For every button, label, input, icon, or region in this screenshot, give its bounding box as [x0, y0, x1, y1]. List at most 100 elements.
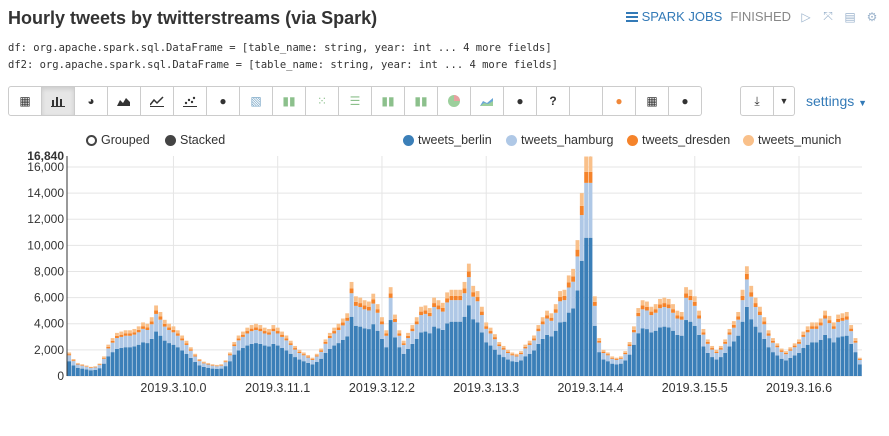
bar-berlin[interactable]: [340, 339, 345, 376]
bar-dresden[interactable]: [658, 304, 662, 309]
bar-hamburg[interactable]: [388, 297, 393, 321]
bar-dresden[interactable]: [297, 351, 302, 354]
bar-hamburg[interactable]: [705, 343, 710, 353]
bar-dresden[interactable]: [128, 333, 132, 336]
bar-dresden[interactable]: [158, 316, 163, 320]
bar-berlin[interactable]: [367, 329, 371, 376]
bar-munich[interactable]: [345, 313, 350, 318]
bar-munich[interactable]: [423, 305, 428, 311]
bar-berlin[interactable]: [566, 312, 571, 376]
bar-berlin[interactable]: [171, 344, 176, 376]
bar-munich[interactable]: [145, 323, 150, 328]
bar-dresden[interactable]: [106, 346, 111, 349]
bar-berlin[interactable]: [775, 355, 780, 376]
bar-hamburg[interactable]: [106, 348, 111, 357]
bar-dresden[interactable]: [332, 331, 337, 334]
bar-dresden[interactable]: [727, 332, 732, 335]
bar-berlin[interactable]: [723, 352, 728, 376]
bar-dresden[interactable]: [484, 326, 489, 329]
bar-munich[interactable]: [827, 315, 832, 321]
bar-hamburg[interactable]: [128, 335, 132, 348]
bar-dresden[interactable]: [275, 331, 280, 334]
bar-berlin[interactable]: [519, 360, 523, 376]
bar-hamburg[interactable]: [71, 361, 76, 366]
bar-hamburg[interactable]: [810, 328, 814, 343]
bar-dresden[interactable]: [267, 332, 271, 335]
bar-hamburg[interactable]: [558, 301, 562, 323]
bar-hamburg[interactable]: [632, 332, 636, 345]
bar-hamburg[interactable]: [136, 332, 141, 345]
bar-berlin[interactable]: [792, 355, 797, 376]
bar-dresden[interactable]: [479, 311, 484, 316]
bar-dresden[interactable]: [397, 333, 402, 336]
bar-dresden[interactable]: [201, 362, 206, 364]
bar-berlin[interactable]: [684, 320, 688, 376]
bar-berlin[interactable]: [727, 346, 732, 376]
bar-berlin[interactable]: [623, 360, 628, 376]
blank-button[interactable]: [570, 86, 603, 116]
bar-berlin[interactable]: [536, 343, 541, 376]
bar-dresden[interactable]: [445, 298, 450, 303]
legend-item-berlin[interactable]: tweets_berlin: [403, 133, 492, 147]
bar-munich[interactable]: [684, 287, 688, 294]
bar-berlin[interactable]: [401, 353, 406, 376]
bar-dresden[interactable]: [688, 295, 693, 301]
bar-berlin[interactable]: [75, 367, 80, 376]
bar-dresden[interactable]: [588, 171, 593, 183]
bar-hamburg[interactable]: [479, 315, 484, 333]
bar-hamburg[interactable]: [453, 300, 458, 322]
bar-dresden[interactable]: [475, 297, 480, 302]
bar-hamburg[interactable]: [184, 344, 189, 354]
bar-hamburg[interactable]: [592, 305, 597, 326]
bar-hamburg[interactable]: [88, 367, 93, 371]
bar-hamburg[interactable]: [718, 349, 723, 358]
bar-hamburg[interactable]: [519, 354, 523, 361]
bar-dresden[interactable]: [840, 317, 845, 321]
bar-dresden[interactable]: [562, 295, 567, 301]
bar-hamburg[interactable]: [549, 320, 554, 337]
bar-dresden[interactable]: [458, 295, 463, 301]
bar-hamburg[interactable]: [692, 305, 697, 326]
bar-dresden[interactable]: [766, 333, 771, 336]
bar-dresden[interactable]: [779, 350, 784, 352]
bar-hamburg[interactable]: [345, 320, 350, 337]
bar-berlin[interactable]: [249, 343, 254, 376]
bar-berlin[interactable]: [180, 350, 185, 376]
bar-munich[interactable]: [753, 297, 758, 304]
bar-berlin[interactable]: [141, 342, 145, 376]
bar-berlin[interactable]: [784, 360, 788, 376]
globe-button[interactable]: ●: [207, 86, 240, 116]
bar-berlin[interactable]: [592, 325, 597, 376]
bar-dresden[interactable]: [636, 312, 641, 317]
bar-hamburg[interactable]: [836, 321, 841, 338]
bar-hamburg[interactable]: [80, 365, 85, 369]
bar-hamburg[interactable]: [188, 350, 193, 358]
bar-dresden[interactable]: [232, 344, 237, 347]
bar-munich[interactable]: [614, 357, 619, 359]
bar-berlin[interactable]: [97, 368, 102, 376]
bar-berlin[interactable]: [280, 348, 284, 376]
bar-hamburg[interactable]: [484, 328, 489, 343]
bar-munich[interactable]: [527, 340, 532, 344]
bar-dresden[interactable]: [462, 288, 467, 294]
area-chart-alt-button[interactable]: [471, 86, 504, 116]
bar-hamburg[interactable]: [158, 319, 163, 336]
bar-munich[interactable]: [688, 289, 693, 296]
bar-berlin[interactable]: [440, 329, 445, 376]
bar-munich[interactable]: [623, 351, 628, 353]
bar-berlin[interactable]: [336, 343, 341, 376]
bar-berlin[interactable]: [549, 336, 554, 376]
bar-hamburg[interactable]: [110, 342, 115, 353]
bar-dresden[interactable]: [71, 360, 76, 362]
bar-berlin[interactable]: [262, 345, 267, 376]
bar-munich[interactable]: [236, 335, 241, 339]
bar-berlin[interactable]: [597, 352, 602, 376]
bar-hamburg[interactable]: [141, 328, 145, 343]
bar-dresden[interactable]: [640, 305, 645, 310]
bar-hamburg[interactable]: [827, 323, 832, 339]
bar-munich[interactable]: [414, 317, 419, 322]
bar-hamburg[interactable]: [727, 334, 732, 347]
bar-dresden[interactable]: [566, 282, 571, 288]
bar-munich[interactable]: [731, 321, 736, 325]
bar-dresden[interactable]: [84, 366, 89, 367]
